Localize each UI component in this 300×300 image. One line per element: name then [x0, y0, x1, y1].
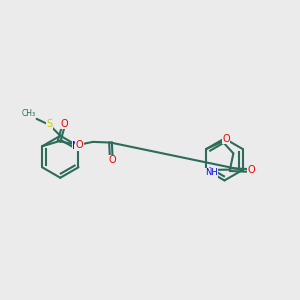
- Text: N: N: [72, 141, 80, 151]
- Text: O: O: [222, 134, 230, 144]
- Text: O: O: [108, 155, 116, 165]
- Text: CH₃: CH₃: [21, 109, 35, 118]
- Text: NH: NH: [205, 168, 218, 177]
- Text: O: O: [60, 118, 68, 129]
- Text: O: O: [247, 165, 255, 175]
- Text: S: S: [46, 119, 52, 129]
- Text: O: O: [76, 140, 83, 150]
